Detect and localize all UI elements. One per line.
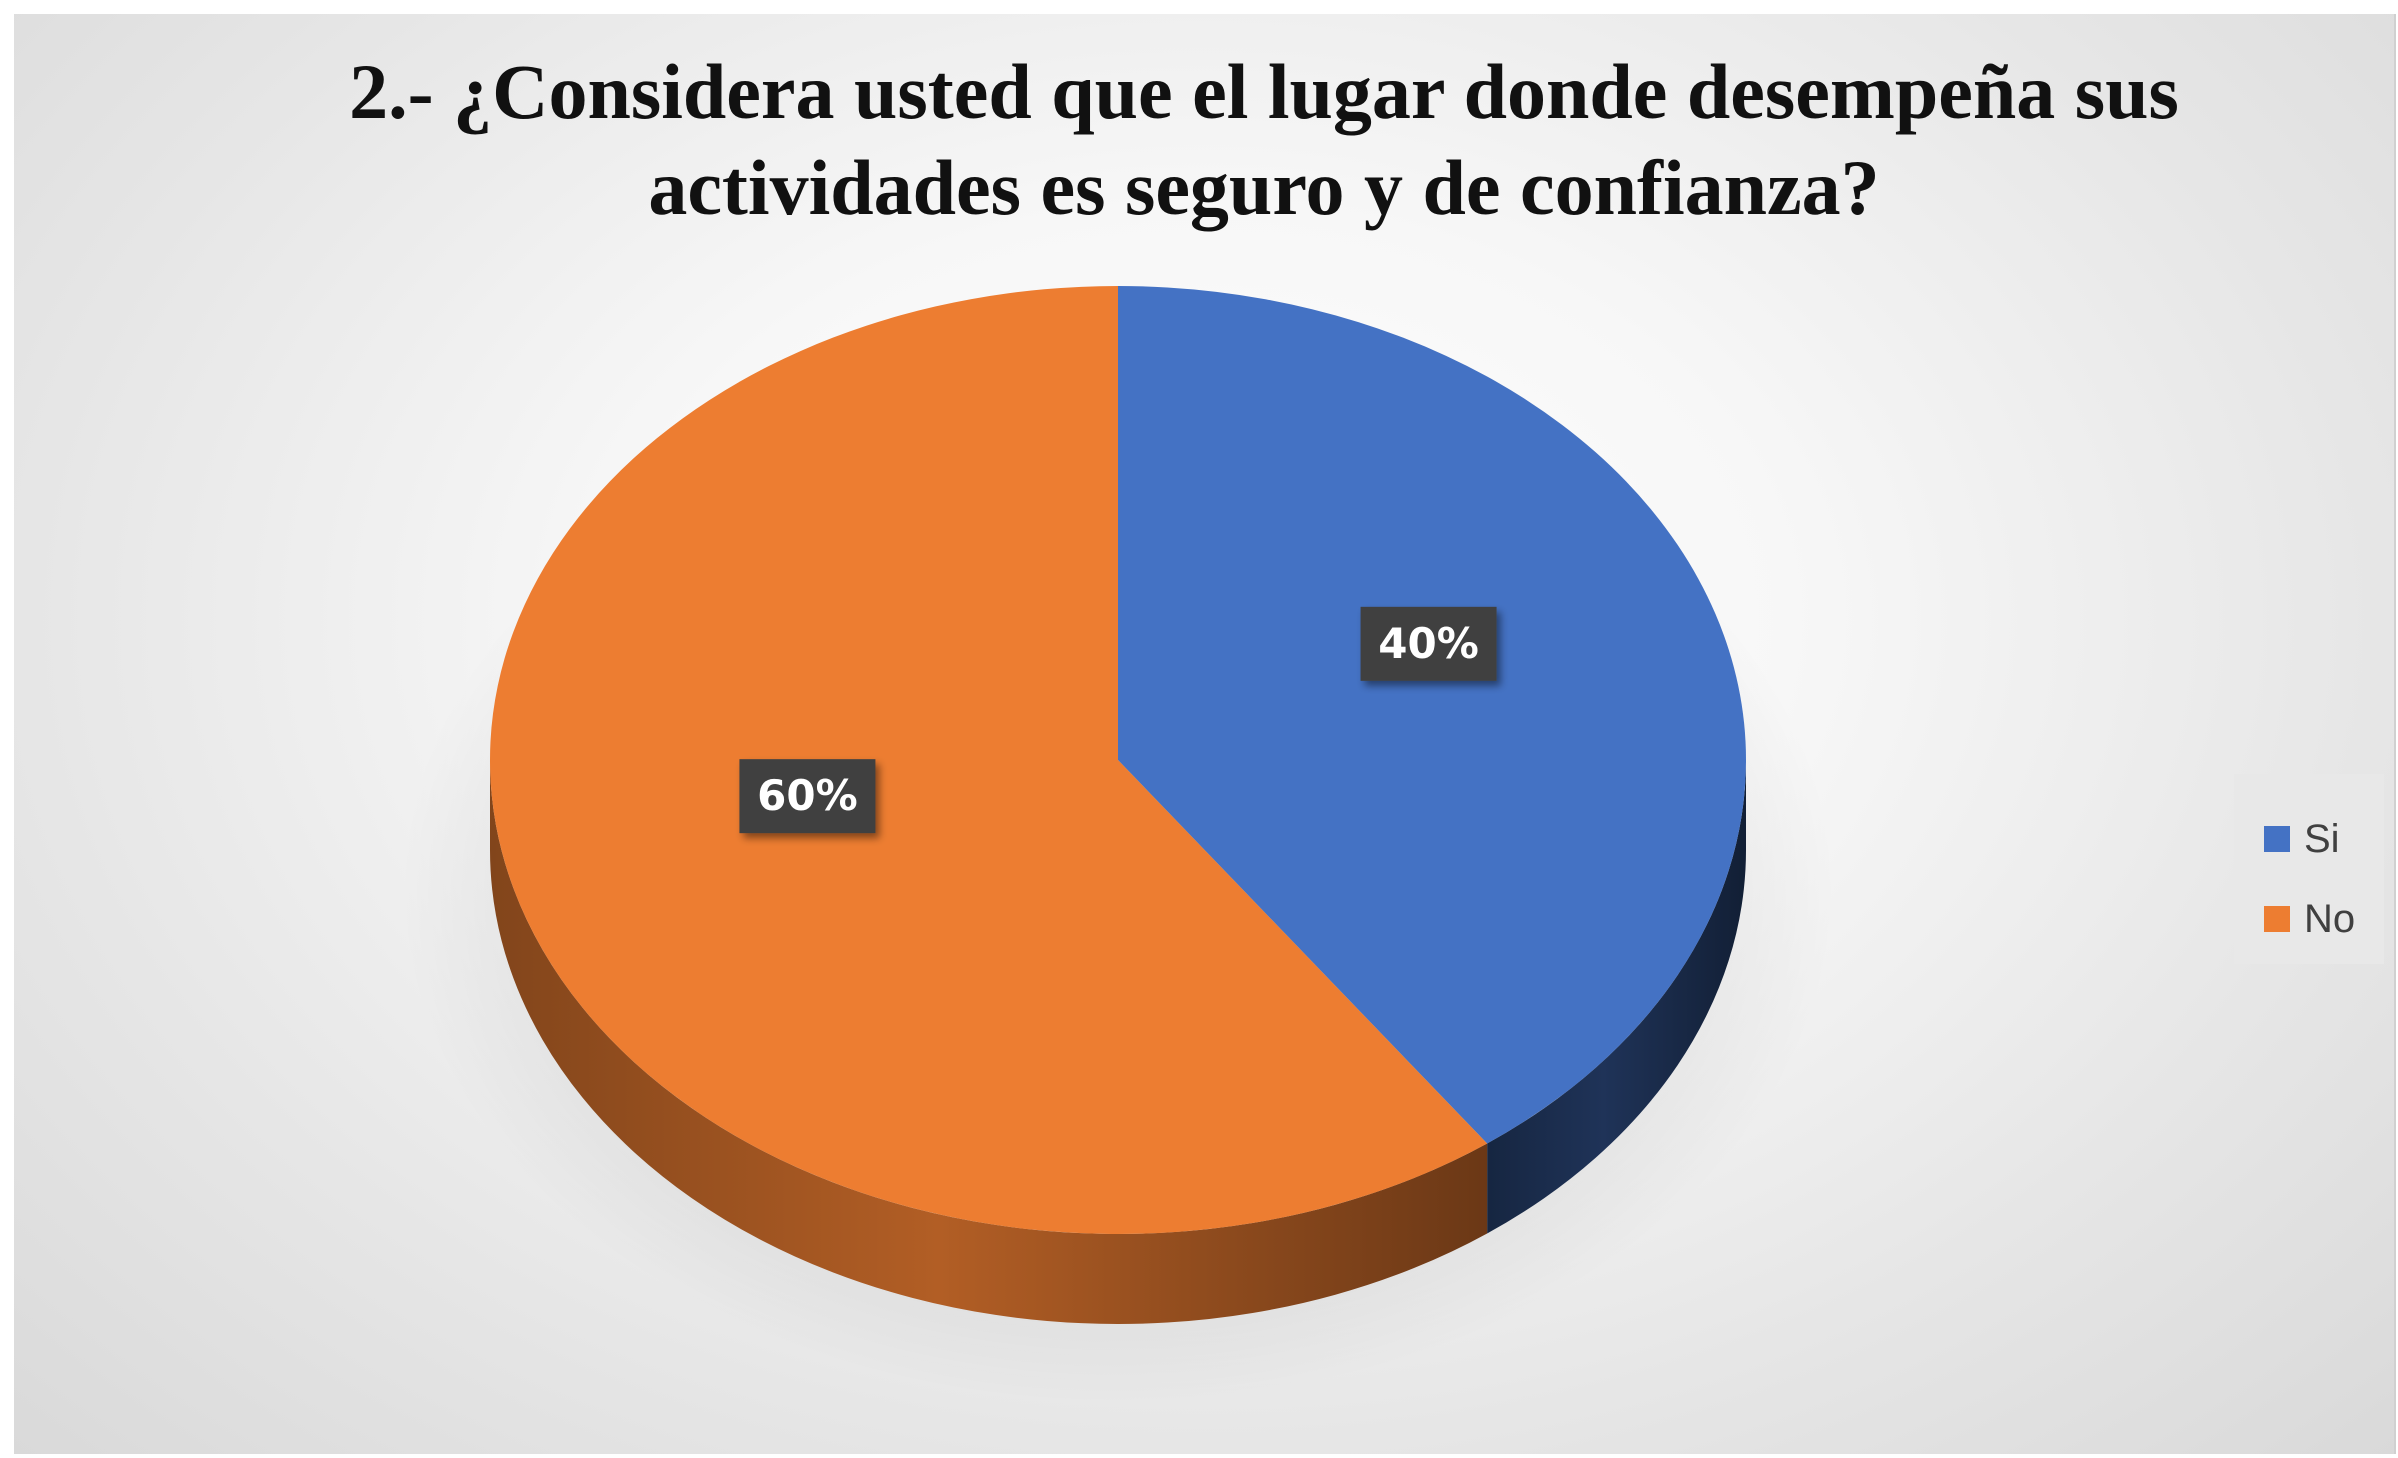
legend-swatch-no <box>2264 906 2290 932</box>
data-label-box-no <box>739 759 876 834</box>
pie-slice-si <box>1118 286 1746 1144</box>
pie-side-si <box>1487 760 1746 1234</box>
legend-label-si: Si <box>2304 816 2340 861</box>
chart-title: 2.- ¿Considera usted que el lugar donde … <box>349 48 2179 231</box>
data-label-no: 60% <box>739 759 876 834</box>
chart-area: 40% 60% 2.- ¿Considera usted que el lugar… <box>14 14 2396 1454</box>
legend-item-no: No <box>2264 894 2355 944</box>
legend-item-si: Si <box>2264 814 2340 864</box>
data-label-text-no: 60% <box>757 771 858 820</box>
legend-swatch-si <box>2264 826 2290 852</box>
data-label-text-si: 40% <box>1378 619 1479 668</box>
legend: Si No <box>2234 774 2384 964</box>
legend-label-no: No <box>2304 896 2356 941</box>
pie-side-no <box>489 760 1488 1324</box>
pie-chart: 40% 60% <box>400 286 1836 1404</box>
pie-slice-no <box>489 286 1488 1234</box>
data-label-si: 40% <box>1360 606 1497 681</box>
data-label-box-si <box>1360 606 1497 681</box>
